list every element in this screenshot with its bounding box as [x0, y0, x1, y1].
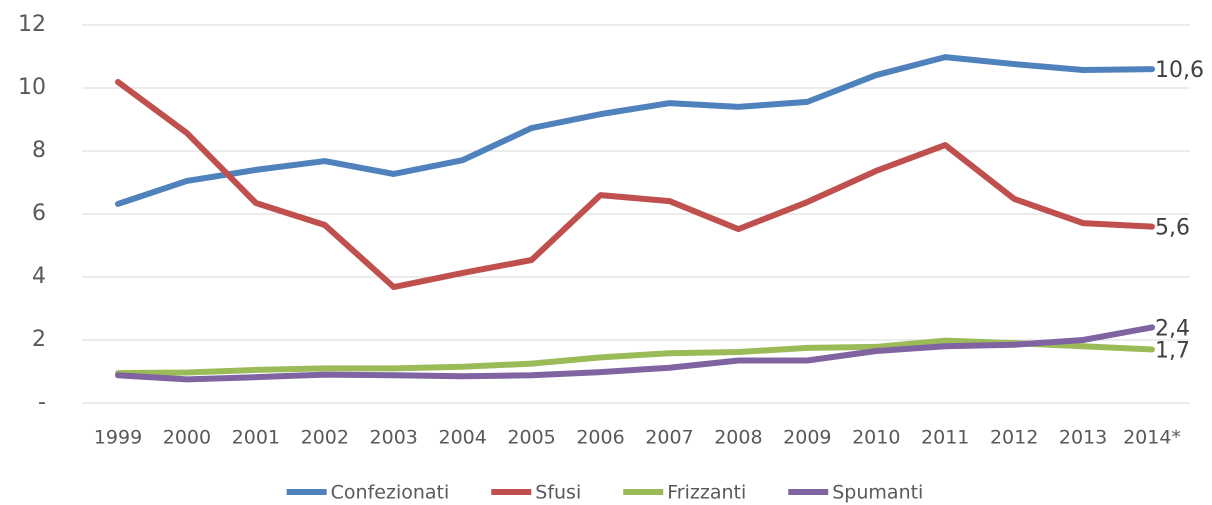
- x-tick-label: 2014*: [1123, 427, 1181, 449]
- data-label: 5,6: [1155, 216, 1190, 241]
- series-line: [115, 337, 1155, 377]
- y-tick-label: 12: [18, 12, 46, 37]
- data-label: 10,6: [1155, 58, 1204, 83]
- legend-label: Confezionati: [331, 482, 450, 504]
- x-tick-label: 2002: [301, 427, 349, 449]
- y-tick-label: -: [38, 390, 46, 415]
- y-tick-label: 6: [32, 201, 46, 226]
- y-tick-label: 2: [32, 327, 46, 352]
- x-tick-label: 2010: [852, 427, 900, 449]
- y-tick-label: 8: [32, 138, 46, 163]
- series-line: [115, 79, 1155, 291]
- y-tick-label: 10: [18, 75, 46, 100]
- data-label: 2,4: [1155, 316, 1190, 341]
- legend-label: Spumanti: [832, 482, 923, 504]
- x-tick-label: 2012: [990, 427, 1038, 449]
- x-tick-label: 2004: [438, 427, 486, 449]
- x-tick-label: 2001: [232, 427, 280, 449]
- data-label: 1,7: [1155, 338, 1190, 363]
- y-tick-label: 4: [32, 264, 46, 289]
- x-tick-label: 2003: [370, 427, 418, 449]
- legend-label: Sfusi: [535, 482, 581, 504]
- x-tick-label: 2006: [576, 427, 624, 449]
- x-tick-label: 2000: [163, 427, 211, 449]
- x-tick-label: 2008: [714, 427, 762, 449]
- x-tick-label: 2007: [645, 427, 693, 449]
- x-tick-label: 2013: [1059, 427, 1107, 449]
- x-tick-label: 2011: [921, 427, 969, 449]
- legend-label: Frizzanti: [667, 482, 746, 504]
- series-line: [115, 54, 1155, 207]
- series-line: [115, 324, 1155, 383]
- x-tick-label: 1999: [94, 427, 142, 449]
- x-tick-label: 2009: [783, 427, 831, 449]
- x-tick-label: 2005: [507, 427, 555, 449]
